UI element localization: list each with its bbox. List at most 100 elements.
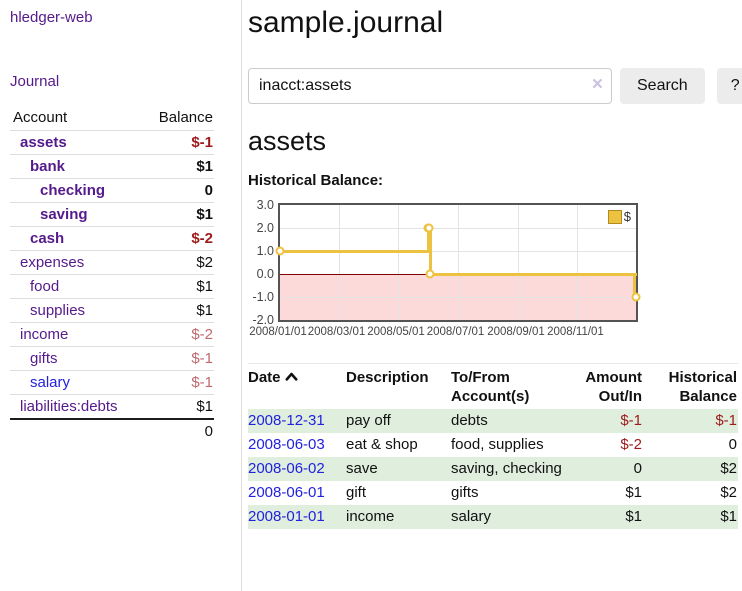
- historical-balance-chart: $ 3.0 2.0 1.0 0.0 -1.0 -2.0 2008/01/01 2008/03/…: [248, 198, 668, 347]
- transaction-accounts: gifts: [451, 484, 479, 501]
- x-axis-tick-label: 2008/07/01: [426, 326, 485, 338]
- transaction-description: income: [346, 508, 395, 525]
- search-button[interactable]: Search: [620, 68, 705, 104]
- transaction-amount: $1: [625, 484, 642, 501]
- account-row: liabilities:debts $1: [10, 394, 214, 419]
- transaction-date-link[interactable]: 2008-06-03: [248, 436, 325, 453]
- account-link[interactable]: expenses: [20, 254, 85, 271]
- sidebar: hledger-web Journal Account Balance asse…: [0, 0, 242, 591]
- gridline-vertical: [398, 205, 400, 320]
- account-balance: $-1: [142, 130, 214, 155]
- register-row: 2008-12-31 pay off debts $-1 $-1: [248, 409, 738, 433]
- legend-swatch: [607, 209, 622, 224]
- account-balance: $-2: [142, 322, 214, 347]
- app-title-link[interactable]: hledger-web: [10, 9, 93, 26]
- chart-legend: $: [605, 208, 633, 225]
- account-link[interactable]: supplies: [30, 302, 86, 319]
- accounts-header-row: Account Balance: [10, 106, 214, 131]
- account-balance: $1: [142, 298, 214, 323]
- account-link[interactable]: checking: [40, 182, 106, 199]
- register-row: 2008-01-01 income salary $1 $1: [248, 505, 738, 529]
- transaction-date-link[interactable]: 2008-06-01: [248, 484, 325, 501]
- main-content: sample.journal × Search ? assets Histori…: [248, 0, 742, 529]
- series-segment: [426, 226, 430, 253]
- account-link[interactable]: salary: [30, 374, 71, 391]
- account-balance: $-2: [142, 226, 214, 251]
- page-title: sample.journal: [248, 6, 444, 39]
- account-balance: $1: [142, 154, 214, 179]
- series-segment: [430, 272, 638, 276]
- account-link[interactable]: food: [30, 278, 60, 295]
- account-link[interactable]: bank: [30, 158, 66, 175]
- chart-title: Historical Balance:: [248, 172, 384, 189]
- search-input[interactable]: [248, 68, 612, 104]
- gridline-vertical: [517, 205, 519, 320]
- transaction-date-link[interactable]: 2008-06-02: [248, 460, 325, 477]
- account-row: food $1: [10, 274, 214, 299]
- transaction-description: save: [346, 460, 378, 477]
- account-heading: assets: [248, 126, 327, 156]
- account-balance: $-1: [142, 370, 214, 395]
- account-balance: $1: [142, 274, 214, 299]
- series-segment: [633, 272, 636, 299]
- transaction-amount: $-2: [620, 436, 642, 453]
- help-button[interactable]: ?: [716, 68, 742, 104]
- account-balance: $-1: [142, 346, 214, 371]
- data-point-marker: [424, 223, 434, 233]
- search-box: ×: [248, 68, 612, 104]
- transaction-date-link[interactable]: 2008-01-01: [248, 508, 325, 525]
- transaction-balance: 0: [728, 436, 737, 453]
- data-point-marker: [631, 292, 641, 302]
- register-table: Date Description To/From Account(s) Amou…: [248, 363, 738, 529]
- chart-plot: $: [275, 203, 641, 322]
- account-balance: 0: [142, 178, 214, 203]
- sidebar-item-journal[interactable]: Journal: [10, 73, 60, 90]
- search-bar: × Search ?: [248, 68, 742, 104]
- account-row: income $-2: [10, 322, 214, 347]
- transaction-description: pay off: [346, 412, 391, 429]
- y-axis-tick-label: 0.0: [256, 267, 274, 281]
- gridline-horizontal: [280, 228, 636, 229]
- account-row: expenses $2: [10, 250, 214, 275]
- transaction-description: eat & shop: [346, 436, 418, 453]
- account-link[interactable]: gifts: [30, 350, 58, 367]
- register-col-date[interactable]: Date: [248, 364, 346, 410]
- x-axis-tick-label: 2008/11/01: [547, 326, 604, 338]
- series-segment: [428, 226, 432, 276]
- gridline-vertical: [338, 205, 340, 320]
- account-link[interactable]: liabilities:debts: [20, 398, 118, 415]
- y-axis-tick-label: 1.0: [256, 244, 274, 258]
- account-link[interactable]: income: [20, 326, 69, 343]
- account-link[interactable]: cash: [30, 230, 65, 247]
- account-link[interactable]: assets: [20, 134, 67, 151]
- account-link[interactable]: saving: [40, 206, 88, 223]
- y-axis-tick-label: -1.0: [252, 290, 274, 304]
- transaction-description: gift: [346, 484, 367, 501]
- transaction-balance: $1: [720, 508, 737, 525]
- accounts-col-balance: Balance: [158, 109, 213, 126]
- legend-label: $: [623, 209, 631, 224]
- accounts-col-account: Account: [13, 109, 68, 126]
- account-row: supplies $1: [10, 298, 214, 323]
- x-axis-tick-label: 2008/01/01: [249, 326, 307, 338]
- series-segment: [280, 249, 430, 253]
- clear-search-icon[interactable]: ×: [591, 74, 603, 95]
- register-col-balance: Historical Balance: [668, 369, 737, 405]
- transaction-amount: 0: [633, 460, 642, 477]
- account-row: bank $1: [10, 154, 214, 179]
- accounts-tree: Account Balance assets $-1 bank $1 checking 0…: [10, 106, 214, 443]
- account-row: cash $-2: [10, 226, 214, 251]
- transaction-balance: $-1: [715, 412, 737, 429]
- x-axis-tick-label: 2008/03/01: [307, 326, 366, 338]
- accounts-total: 0: [142, 418, 214, 443]
- transaction-accounts: saving, checking: [451, 460, 562, 477]
- gridline-horizontal: [280, 297, 636, 298]
- x-axis-tick-label: 2008/09/01: [487, 326, 545, 338]
- account-row: gifts $-1: [10, 346, 214, 371]
- x-axis-tick-label: 2008/05/01: [367, 326, 425, 338]
- register-col-amount: Amount Out/In: [585, 369, 642, 405]
- account-row: checking 0: [10, 178, 214, 203]
- account-balance: $1: [142, 394, 214, 419]
- register-row: 2008-06-03 eat & shop food, supplies $-2 0: [248, 433, 738, 457]
- transaction-date-link[interactable]: 2008-12-31: [248, 412, 325, 429]
